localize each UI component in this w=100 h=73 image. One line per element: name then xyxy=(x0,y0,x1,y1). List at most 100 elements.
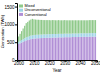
tick: 2020 xyxy=(45,60,56,66)
tick: 0 xyxy=(12,58,17,63)
bar xyxy=(78,37,79,60)
bar xyxy=(61,34,62,38)
bar xyxy=(93,37,94,60)
bar xyxy=(30,39,31,60)
bar xyxy=(63,34,64,38)
bar xyxy=(29,40,30,60)
bar xyxy=(75,33,76,37)
bar xyxy=(93,20,94,33)
bar xyxy=(58,37,59,60)
bar xyxy=(89,37,90,60)
bar xyxy=(24,26,25,38)
legend-swatch xyxy=(19,5,23,8)
bar xyxy=(33,39,34,60)
bar xyxy=(38,35,39,39)
bar xyxy=(58,20,59,34)
bar xyxy=(86,37,87,60)
bar xyxy=(95,33,96,37)
bar xyxy=(89,33,90,37)
bar xyxy=(38,38,39,60)
bar xyxy=(30,36,31,40)
bar xyxy=(27,37,28,40)
tick-label: 2040 xyxy=(76,61,87,66)
bar xyxy=(64,34,65,38)
bar xyxy=(47,34,48,38)
bar xyxy=(32,35,33,39)
bars xyxy=(18,19,96,60)
bar xyxy=(41,35,42,39)
bar xyxy=(30,20,31,36)
bar xyxy=(67,34,68,38)
bar xyxy=(55,34,56,38)
bar xyxy=(35,38,36,60)
legend-swatch xyxy=(19,9,23,12)
legend: MixedUnconventionalConventional xyxy=(19,4,51,16)
tick-mark xyxy=(15,60,17,61)
bar xyxy=(87,20,88,33)
x-axis: 2000 2010 2020 2030 2040 2050 xyxy=(14,60,100,66)
bar xyxy=(50,20,51,34)
bar xyxy=(23,42,24,60)
bar xyxy=(66,20,67,33)
bar xyxy=(24,38,25,41)
bar xyxy=(79,37,80,60)
bar xyxy=(26,37,27,40)
legend-item: Conventional xyxy=(19,13,47,17)
bar xyxy=(19,43,20,60)
tick-mark xyxy=(15,7,17,8)
bar xyxy=(36,20,37,35)
bar xyxy=(83,37,84,60)
bar xyxy=(69,34,70,38)
tick: 2010 xyxy=(29,60,40,66)
bar xyxy=(33,35,34,39)
x-title: Year xyxy=(52,68,62,73)
bar xyxy=(73,20,74,33)
bar xyxy=(55,20,56,34)
bar xyxy=(53,34,54,38)
bar xyxy=(49,34,50,38)
bar xyxy=(81,33,82,37)
y-title: Generation (TWh) xyxy=(0,14,5,48)
bar xyxy=(78,33,79,37)
bar xyxy=(86,33,87,37)
tick: 1000 xyxy=(4,22,17,27)
bar xyxy=(55,38,56,60)
bar xyxy=(59,37,60,60)
tick-label: 2050 xyxy=(91,61,100,66)
tick-label: 1500 xyxy=(4,5,15,10)
bar xyxy=(73,33,74,37)
bar xyxy=(75,20,76,33)
tick-label: 500 xyxy=(7,40,15,45)
bar xyxy=(39,20,40,35)
bar xyxy=(84,37,85,60)
bar xyxy=(92,33,93,37)
bar xyxy=(29,20,30,36)
bar xyxy=(21,31,22,40)
bar xyxy=(70,20,71,33)
bar xyxy=(69,37,70,60)
bar xyxy=(50,38,51,60)
bar xyxy=(75,37,76,60)
bar xyxy=(21,43,22,60)
bar xyxy=(70,34,71,38)
bar xyxy=(90,20,91,33)
bar xyxy=(27,22,28,37)
tick: 2030 xyxy=(60,60,71,66)
bar xyxy=(35,20,36,35)
bar xyxy=(47,20,48,34)
bar xyxy=(46,34,47,38)
bar xyxy=(18,44,19,60)
bar xyxy=(49,20,50,34)
bar xyxy=(78,20,79,33)
bar xyxy=(64,20,65,34)
bar xyxy=(66,34,67,38)
bar xyxy=(29,36,30,39)
bar xyxy=(61,37,62,60)
tick-label: 2010 xyxy=(29,61,40,66)
tick-mark xyxy=(15,24,17,25)
tick: 2000 xyxy=(14,60,25,66)
axis-line xyxy=(15,4,18,61)
bar xyxy=(66,37,67,60)
bar xyxy=(52,20,53,34)
bar xyxy=(81,37,82,60)
